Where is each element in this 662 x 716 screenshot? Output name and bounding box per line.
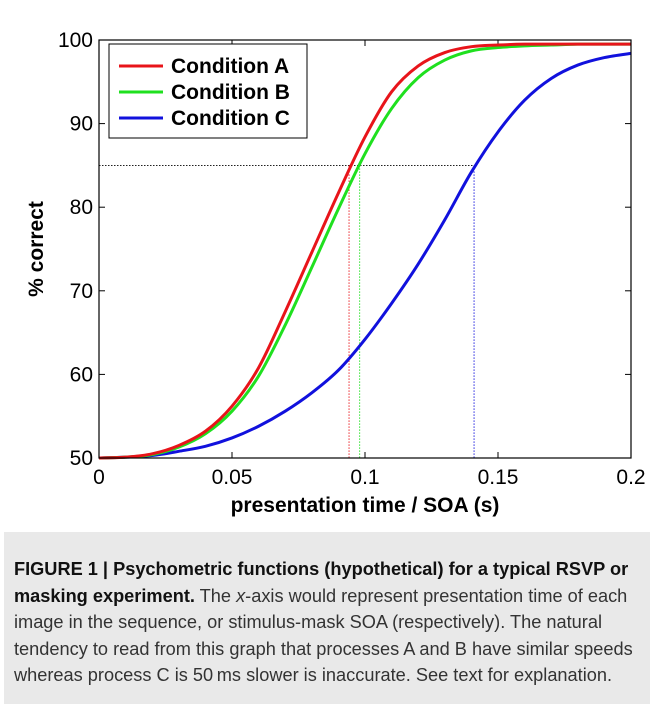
- psychometric-chart: 0 0.05 0.1 0.15 0.2 50 60 70 80 90 100 Condition A…: [25, 29, 646, 517]
- caption-background: [4, 532, 650, 704]
- x-tick-label: 0.2: [616, 466, 645, 489]
- series-lines: [98, 42, 632, 460]
- caption-text-2: -axis would represent presentation time …: [14, 585, 633, 686]
- caption-text-1: The: [194, 585, 237, 606]
- caption-italic: x: [236, 585, 246, 606]
- y-tick-label: 70: [70, 280, 93, 303]
- ticks-layer: 0 0.05 0.1 0.15 0.2 50 60 70 80 90 100: [58, 29, 646, 489]
- figure-caption: FIGURE 1 | Psychometric functions (hypot…: [14, 556, 644, 689]
- x-axis-label: presentation time / SOA (s): [231, 494, 500, 517]
- y-axis-label: % correct: [25, 201, 48, 297]
- series-line-condition-a: [98, 42, 631, 460]
- legend-label-condition-c: Condition C: [171, 107, 290, 130]
- y-tick-label: 80: [70, 196, 93, 219]
- series-line-condition-c: [98, 51, 632, 460]
- x-tick-label: 0: [93, 466, 105, 489]
- y-tick-label: 50: [70, 447, 93, 470]
- x-tick-label: 0.15: [478, 466, 519, 489]
- x-tick-label: 0.05: [212, 466, 253, 489]
- caption-title: FIGURE 1 | Psychometric functions (hypot…: [14, 559, 629, 606]
- threshold-guides: [99, 164, 475, 458]
- legend: Condition A Condition B Condition C: [108, 43, 308, 139]
- legend-label-condition-a: Condition A: [171, 55, 289, 78]
- legend-label-condition-b: Condition B: [171, 81, 290, 104]
- x-tick-label: 0.1: [350, 466, 379, 489]
- plot-frame: [98, 39, 632, 459]
- y-tick-label: 60: [70, 363, 93, 386]
- y-tick-label: 90: [70, 113, 93, 136]
- y-tick-label: 100: [58, 29, 93, 52]
